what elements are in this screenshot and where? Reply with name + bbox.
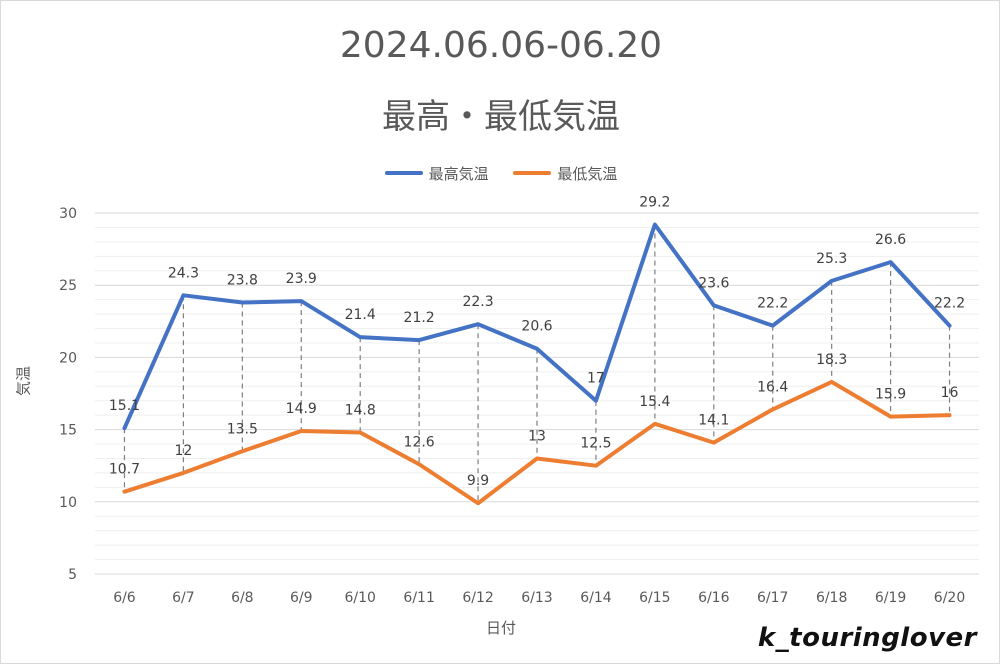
y-tick-label: 30 [59, 206, 77, 222]
data-label-low: 15.9 [875, 387, 906, 403]
data-label-high: 22.3 [462, 294, 493, 310]
x-tick-label: 6/14 [580, 590, 612, 606]
data-label-high: 22.2 [934, 296, 965, 312]
data-label-high: 21.4 [345, 307, 376, 323]
data-label-low: 14.9 [286, 401, 317, 417]
data-label-low: 14.1 [698, 413, 729, 429]
x-tick-label: 6/7 [172, 590, 195, 606]
y-tick-label: 5 [68, 567, 77, 583]
data-label-high: 26.6 [875, 232, 906, 248]
data-label-low: 9.9 [467, 473, 489, 489]
x-axis-label: 日付 [485, 619, 516, 637]
x-tick-label: 6/10 [344, 590, 375, 606]
series-line-low [122, 379, 952, 506]
x-tick-label: 6/17 [757, 590, 788, 606]
x-tick-label: 6/15 [639, 590, 670, 606]
data-label-low: 12 [174, 443, 192, 459]
legend-label-high: 最高気温 [428, 164, 489, 183]
chart-subtitle: 最高・最低気温 [382, 97, 620, 137]
legend-item-low: 最低気温 [513, 163, 617, 184]
data-label-high: 25.3 [816, 251, 847, 267]
data-label-high: 24.3 [168, 265, 199, 281]
data-label-low: 12.5 [580, 436, 611, 452]
data-label-high: 20.6 [521, 319, 552, 335]
y-tick-label: 25 [59, 278, 77, 294]
x-tick-label: 6/16 [698, 590, 730, 606]
data-label-high: 21.2 [404, 310, 435, 326]
data-label-low: 15.4 [639, 394, 670, 410]
data-label-high: 17 [587, 371, 605, 387]
data-label-low: 16 [941, 385, 959, 401]
legend-swatch-high [384, 171, 423, 175]
x-tick-label: 6/12 [462, 590, 493, 606]
data-label-high: 22.2 [757, 296, 788, 312]
legend-label-low: 最低気温 [557, 164, 618, 183]
data-label-high: 29.2 [639, 195, 670, 211]
y-tick-label: 10 [59, 495, 77, 511]
x-tick-label: 6/8 [231, 590, 254, 606]
x-tick-label: 6/6 [113, 590, 136, 606]
y-tick-label: 20 [59, 350, 77, 366]
x-tick-label: 6/13 [521, 590, 552, 606]
x-tick-label: 6/11 [403, 590, 434, 606]
data-label-low: 14.8 [345, 402, 376, 418]
x-tick-label: 6/18 [816, 590, 847, 606]
data-label-high: 15.1 [109, 398, 140, 414]
data-label-low: 10.7 [109, 462, 140, 478]
data-label-low: 13.5 [227, 421, 258, 437]
data-label-high: 23.6 [698, 275, 729, 291]
y-tick-label: 15 [59, 423, 77, 439]
chart-title: 2024.06.06-06.20 [339, 25, 663, 66]
legend-item-high: 最高気温 [384, 163, 489, 184]
x-tick-label: 6/9 [290, 590, 313, 606]
data-label-high: 23.9 [286, 271, 317, 287]
x-tick-label: 6/20 [934, 590, 965, 606]
data-label-high: 23.8 [227, 273, 258, 289]
watermark-text: k_touringlover [757, 623, 977, 653]
data-label-low: 18.3 [816, 352, 847, 368]
series-line-high [122, 222, 952, 431]
data-label-low: 13 [528, 428, 546, 444]
data-label-low: 16.4 [757, 379, 788, 395]
data-label-low: 12.6 [404, 434, 435, 450]
x-tick-label: 6/19 [875, 590, 906, 606]
legend: 最高気温 最低気温 [1, 161, 1000, 184]
legend-swatch-low [513, 171, 552, 175]
